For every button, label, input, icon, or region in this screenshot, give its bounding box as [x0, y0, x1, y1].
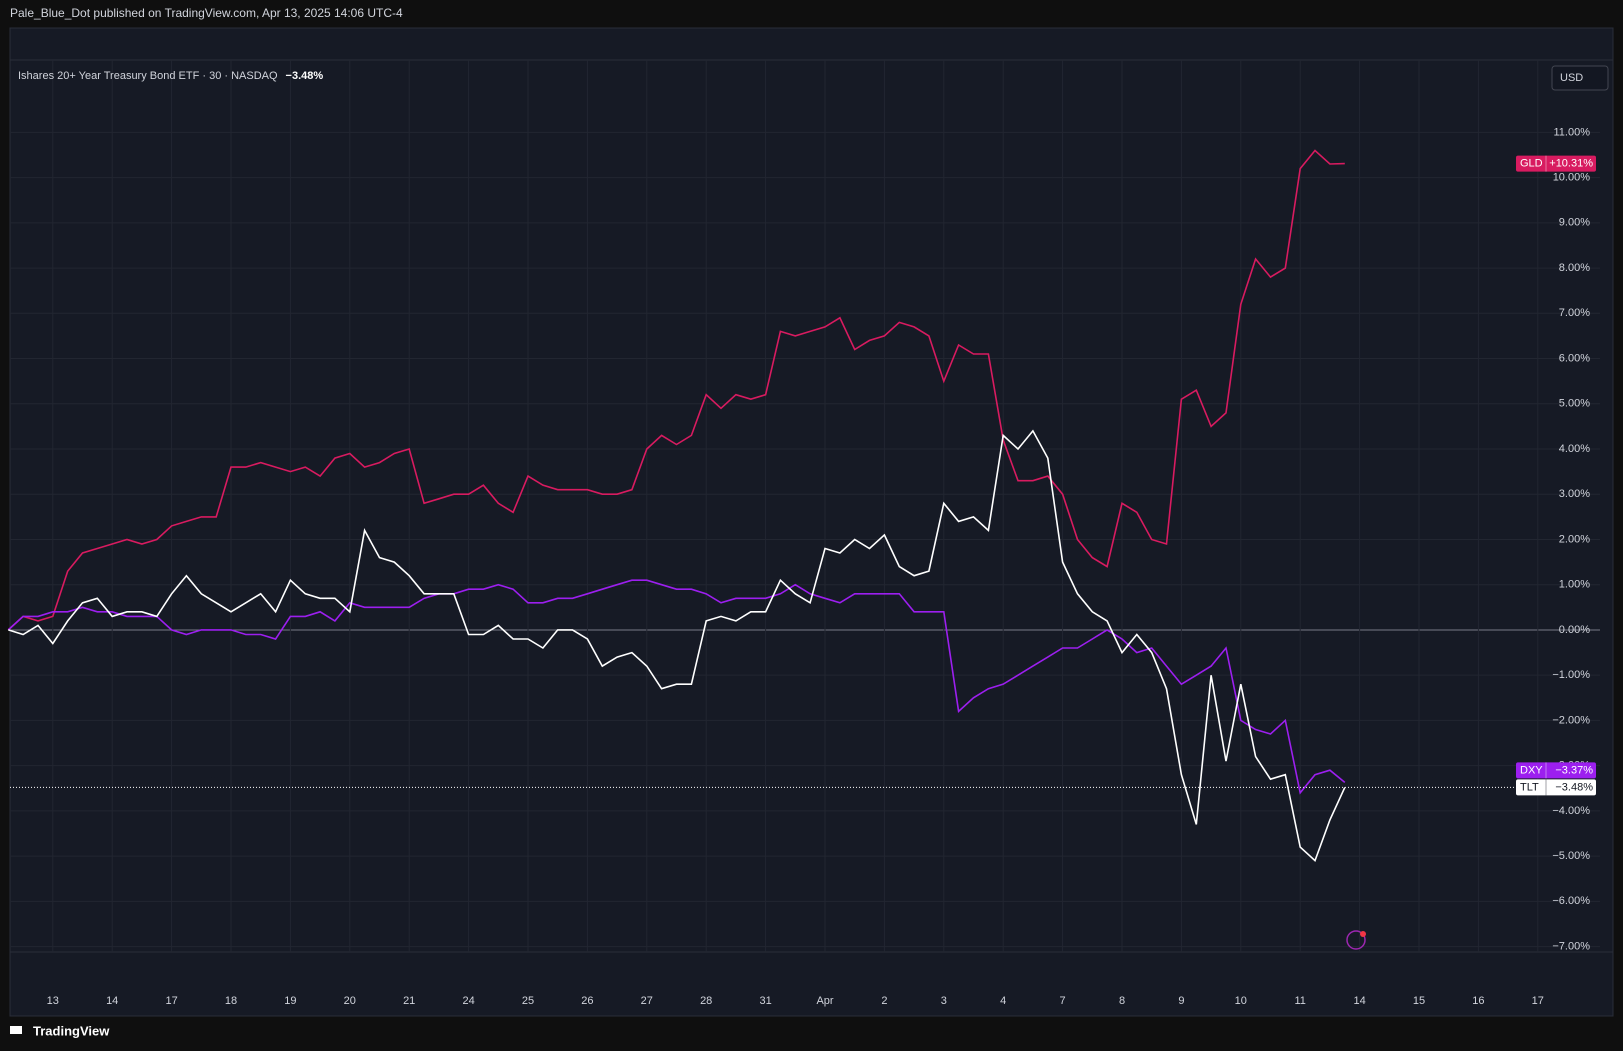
chart-title: Ishares 20+ Year Treasury Bond ETF · 30 …: [18, 70, 278, 82]
alert-dot: [1360, 931, 1366, 937]
logo: TradingView: [10, 1023, 110, 1038]
currency-button[interactable]: [1551, 65, 1609, 91]
x-tick-label: 25: [522, 995, 534, 1007]
tag-name: DXY: [1520, 764, 1543, 776]
x-tick-label: 3: [941, 995, 947, 1007]
tag-value: −3.37%: [1555, 764, 1593, 776]
tag-name: GLD: [1520, 157, 1543, 169]
y-tick-label: −4.00%: [1552, 805, 1590, 817]
x-tick-label: 11: [1294, 995, 1305, 1007]
series-line: [7, 579, 1346, 795]
y-tick-label: 5.00%: [1559, 398, 1590, 410]
tag-value: −3.48%: [1555, 781, 1593, 793]
x-tick-label: 16: [1472, 995, 1484, 1007]
x-tick-label: 14: [1353, 995, 1365, 1007]
x-tick-label: 21: [403, 995, 415, 1007]
title-change: −3.48%: [286, 70, 324, 82]
y-tick-label: 7.00%: [1559, 307, 1590, 319]
series-line: [7, 149, 1345, 631]
x-tick-label: 17: [1532, 995, 1544, 1007]
x-tick-label: 26: [581, 995, 593, 1007]
y-tick-label: −7.00%: [1552, 940, 1590, 952]
tag-value: +10.31%: [1549, 157, 1593, 169]
x-tick-label: 14: [106, 995, 118, 1007]
y-tick-label: −2.00%: [1552, 714, 1590, 726]
x-tick-label: 24: [462, 995, 474, 1007]
brand: TradingView: [33, 1023, 110, 1038]
x-tick-label: 19: [284, 995, 296, 1007]
x-tick-label: 13: [47, 995, 59, 1007]
y-tick-label: 3.00%: [1559, 488, 1590, 500]
publisher: Pale_Blue_Dot published on TradingView.c…: [10, 6, 403, 20]
x-tick-label: 10: [1235, 995, 1247, 1007]
y-tick-label: 0.00%: [1559, 624, 1590, 636]
series-line: [8, 429, 1346, 862]
logo-mark: [10, 1026, 22, 1034]
price-tag: [1516, 762, 1596, 779]
y-tick-label: 1.00%: [1559, 579, 1590, 591]
y-tick-label: −6.00%: [1552, 895, 1590, 907]
x-tick-label: 28: [700, 995, 712, 1007]
price-tag: [1516, 779, 1596, 796]
x-tick-label: 20: [344, 995, 356, 1007]
x-tick-label: 18: [225, 995, 237, 1007]
x-tick-label: 27: [641, 995, 653, 1007]
y-tick-label: 11.00%: [1554, 126, 1591, 138]
tag-name: TLT: [1520, 781, 1539, 793]
x-tick-label: 2: [881, 995, 887, 1007]
x-tick-label: 4: [1000, 995, 1006, 1007]
y-tick-label: 10.00%: [1553, 172, 1591, 184]
x-tick-label: 17: [165, 995, 177, 1007]
x-tick-label: 9: [1178, 995, 1184, 1007]
y-tick-label: 9.00%: [1559, 217, 1590, 229]
x-tick-label: 8: [1119, 995, 1125, 1007]
x-tick-label: 15: [1413, 995, 1425, 1007]
y-tick-label: 4.00%: [1559, 443, 1590, 455]
lightning-icon[interactable]: [1346, 930, 1366, 950]
x-tick-label: Apr: [816, 995, 833, 1007]
y-tick-label: 2.00%: [1559, 533, 1590, 545]
x-tick-label: 7: [1060, 995, 1066, 1007]
y-tick-label: 8.00%: [1559, 262, 1590, 274]
price-tag: [1516, 155, 1596, 172]
chart-panel: [9, 27, 1614, 1017]
y-tick-label: −1.00%: [1552, 669, 1590, 681]
y-tick-label: −5.00%: [1552, 850, 1590, 862]
x-tick-label: 31: [759, 995, 771, 1007]
currency[interactable]: USD: [1560, 72, 1583, 84]
y-tick-label: 6.00%: [1559, 352, 1590, 364]
